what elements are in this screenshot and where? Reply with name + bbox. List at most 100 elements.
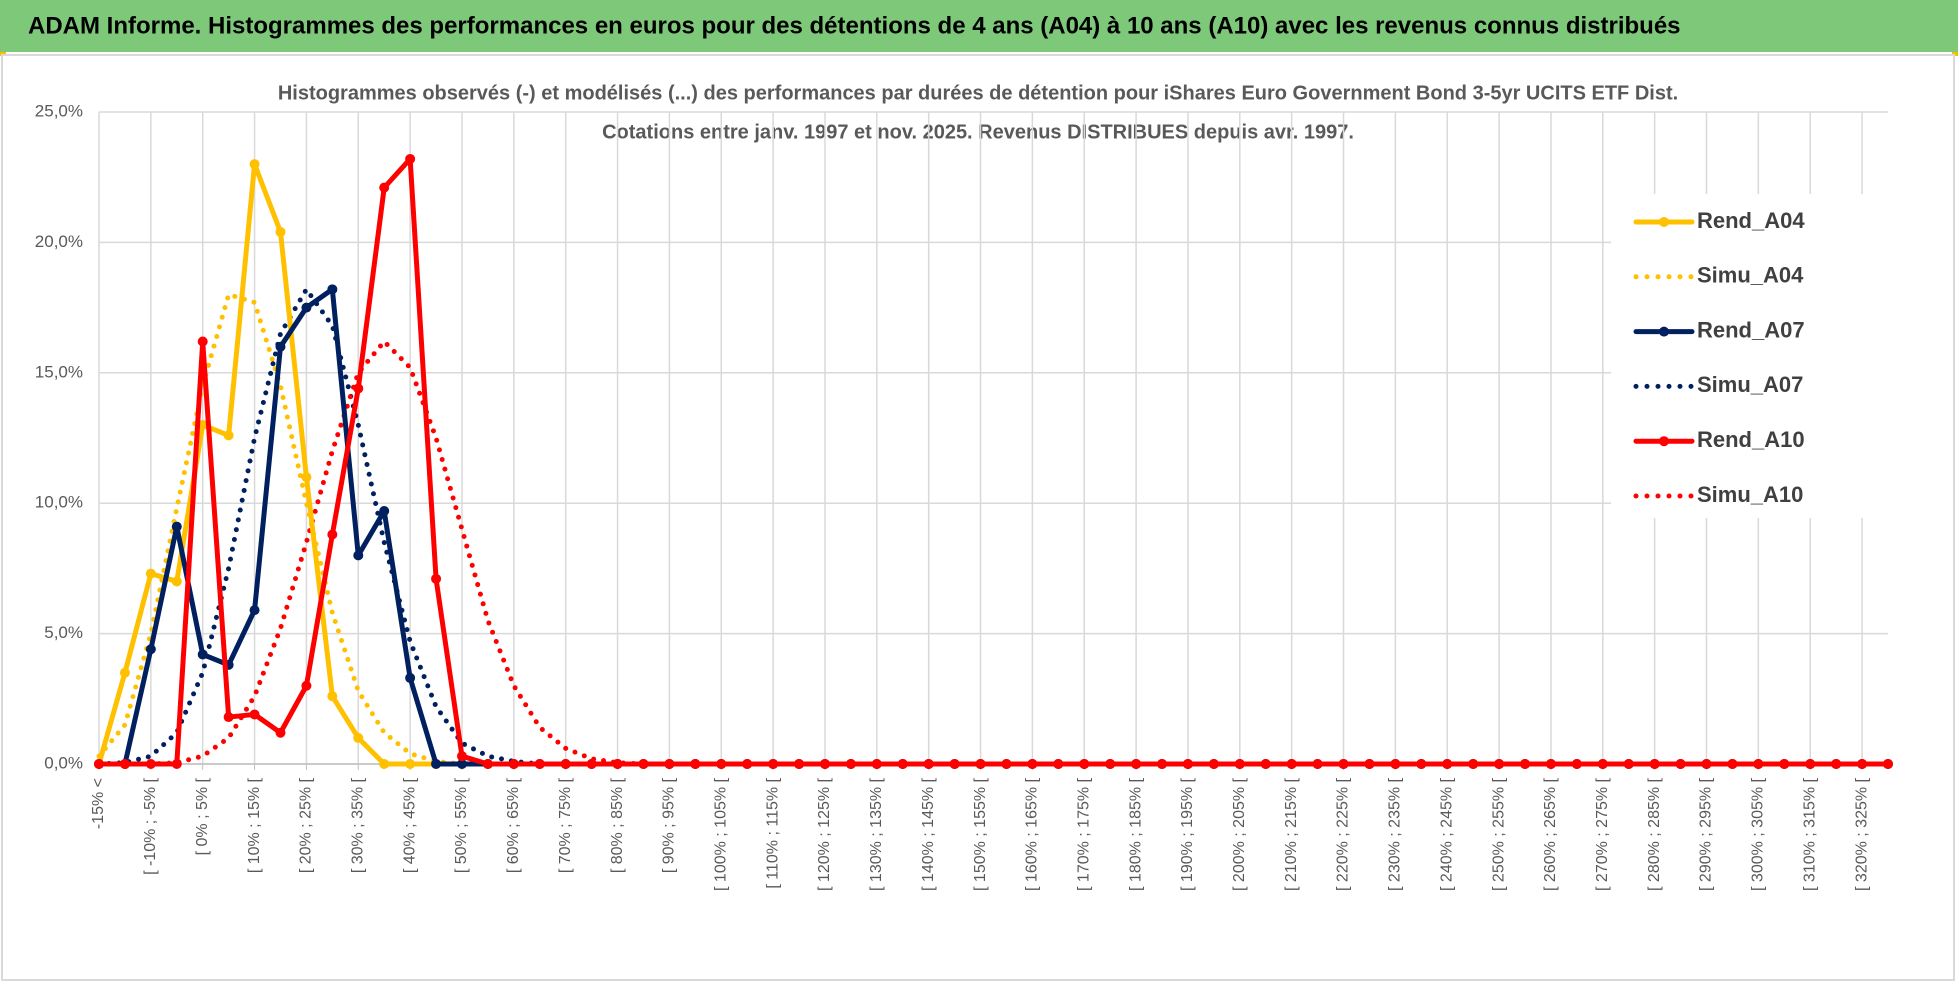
chart-subtitle: Cotations entre janv. 1997 et nov. 2025.… — [602, 121, 1354, 143]
data-point — [1857, 759, 1868, 769]
data-point — [145, 759, 156, 769]
x-tick-label: [ 60% ; 65% [ — [505, 777, 522, 873]
data-point — [223, 430, 234, 441]
data-point — [923, 759, 934, 769]
data-point — [119, 667, 130, 678]
x-tick-label: [ 90% ; 95% [ — [661, 777, 678, 873]
data-point — [379, 182, 390, 193]
x-tick-label: [ 320% ; 325% [ — [1853, 777, 1870, 891]
data-point — [327, 284, 338, 295]
data-point — [1779, 759, 1790, 769]
data-point — [690, 759, 701, 769]
x-tick-label: [ 180% ; 185% [ — [1127, 777, 1144, 891]
data-point — [975, 759, 986, 769]
data-point — [171, 576, 182, 587]
x-tick-label: [ 150% ; 155% [ — [972, 777, 989, 891]
x-tick-label: [ 250% ; 255% [ — [1490, 777, 1507, 891]
data-point — [431, 573, 442, 584]
data-point — [1390, 759, 1401, 769]
data-point — [1753, 759, 1764, 769]
x-tick-label: [ 220% ; 225% [ — [1335, 777, 1352, 891]
x-tick-label: [ 120% ; 125% [ — [816, 777, 833, 891]
data-point — [586, 759, 597, 769]
data-point — [534, 759, 545, 769]
y-tick-label: 0,0% — [44, 753, 83, 772]
header-title: ADAM Informe. Histogrammes des performan… — [28, 12, 1681, 39]
data-point — [1442, 759, 1453, 769]
x-tick-label: [ 40% ; 45% [ — [401, 777, 418, 873]
x-tick-label: -15% < — [90, 778, 107, 829]
x-tick-label: [ 230% ; 235% [ — [1387, 777, 1404, 891]
data-point — [405, 759, 416, 769]
header-bar — [0, 0, 1958, 52]
data-point — [871, 759, 882, 769]
x-tick-label: [ 130% ; 135% [ — [868, 777, 885, 891]
data-point — [197, 649, 208, 660]
data-point — [431, 759, 442, 769]
y-tick-label: 25,0% — [35, 101, 83, 120]
legend-box — [1611, 194, 1891, 518]
x-tick-label: [ 310% ; 315% [ — [1801, 777, 1818, 891]
data-point — [327, 691, 338, 702]
data-point — [1312, 759, 1323, 769]
data-point — [145, 644, 156, 655]
x-tick-label: [ 260% ; 265% [ — [1542, 777, 1559, 891]
data-point — [223, 712, 234, 723]
data-point — [379, 506, 390, 517]
data-point — [1571, 759, 1582, 769]
x-tick-label: [ 270% ; 275% [ — [1594, 777, 1611, 891]
data-point — [1079, 759, 1090, 769]
data-point — [456, 759, 467, 769]
data-point — [1260, 759, 1271, 769]
data-point — [405, 672, 416, 683]
chart-title: Histogrammes observés (-) et modélisés (… — [278, 82, 1678, 104]
data-point — [301, 302, 312, 313]
x-tick-label: [ 280% ; 285% [ — [1646, 777, 1663, 891]
x-tick-label: [ 290% ; 295% [ — [1698, 777, 1715, 891]
legend-label: Simu_A07 — [1697, 372, 1803, 397]
x-tick-label: [ 210% ; 215% [ — [1283, 777, 1300, 891]
y-tick-label: 5,0% — [44, 623, 83, 642]
data-point — [794, 759, 805, 769]
y-tick-label: 15,0% — [35, 362, 83, 381]
data-point — [612, 759, 623, 769]
legend-label: Rend_A07 — [1697, 317, 1805, 342]
legend: Rend_A04 Simu_A04 Rend_A07 Simu_A07 Rend_A10… — [1611, 194, 1891, 518]
data-point — [1208, 759, 1219, 769]
data-point — [1416, 759, 1427, 769]
data-point — [119, 759, 130, 769]
data-point — [1131, 759, 1142, 769]
data-point — [1286, 759, 1297, 769]
data-point — [949, 759, 960, 769]
data-point — [1027, 759, 1038, 769]
data-point — [1520, 759, 1531, 769]
x-tick-label: [ 200% ; 205% [ — [1231, 777, 1248, 891]
data-point — [1105, 759, 1116, 769]
data-point — [897, 759, 908, 769]
data-point — [1727, 759, 1738, 769]
legend-marker — [1659, 436, 1669, 447]
data-point — [249, 709, 260, 720]
data-point — [275, 727, 286, 738]
data-point — [1053, 759, 1064, 769]
data-point — [1831, 759, 1842, 769]
x-tick-label: [ 20% ; 25% [ — [298, 777, 315, 873]
x-tick-label: [ 10% ; 15% [ — [246, 777, 263, 873]
data-point — [94, 759, 104, 769]
data-point — [1234, 759, 1245, 769]
series-line — [96, 156, 1891, 767]
data-point — [845, 759, 856, 769]
x-tick-label: [ 0% ; 5% [ — [194, 777, 211, 855]
data-point — [327, 529, 338, 540]
x-tick-label: [ 190% ; 195% [ — [1179, 777, 1196, 891]
data-point — [1701, 759, 1712, 769]
data-point — [1545, 759, 1556, 769]
data-point — [1805, 759, 1816, 769]
data-point — [638, 759, 649, 769]
data-point — [456, 751, 467, 762]
data-point — [301, 472, 312, 483]
data-point — [353, 732, 364, 743]
data-point — [353, 550, 364, 561]
x-tick-label: [ 160% ; 165% [ — [1024, 777, 1041, 891]
grid — [99, 111, 1888, 765]
